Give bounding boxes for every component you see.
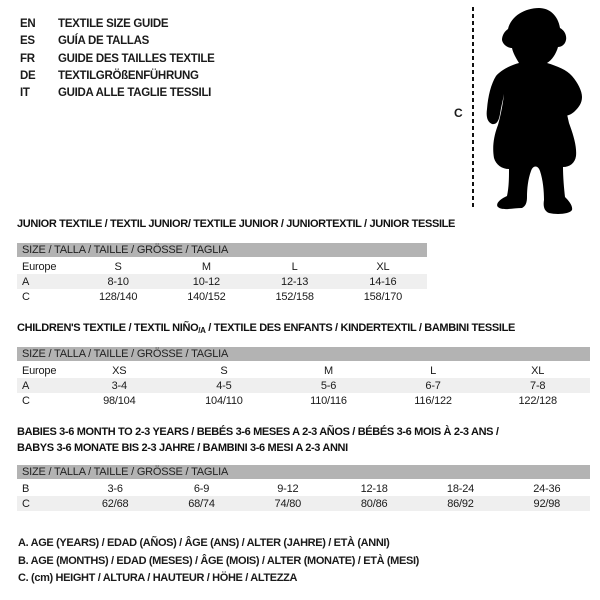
cell: XL bbox=[376, 260, 390, 273]
cell: 6-7 bbox=[425, 379, 441, 392]
language-title: TEXTILE SIZE GUIDE bbox=[58, 18, 169, 30]
cell: 158/170 bbox=[363, 290, 403, 303]
children-size-table: SIZE / TALLA / TAILLE / GRÖSSE / TAGLIA … bbox=[17, 347, 590, 408]
table-row: A 3-4 4-5 5-6 6-7 7-8 bbox=[17, 378, 590, 393]
language-title: GUIDA ALLE TAGLIE TESSILI bbox=[58, 87, 212, 100]
cell: 8-10 bbox=[107, 275, 129, 288]
language-row: EN TEXTILE SIZE GUIDE bbox=[20, 16, 215, 33]
language-row: IT GUIDA ALLE TAGLIE TESSILI bbox=[20, 85, 215, 102]
cell: 3-6 bbox=[107, 482, 124, 495]
cell: 3-4 bbox=[111, 379, 128, 392]
footnote-c: C. (cm) HEIGHT / ALTURA / HAUTEUR / HÖHE… bbox=[18, 572, 298, 584]
footnotes: A. AGE (YEARS) / EDAD (AÑOS) / ÂGE (ANS)… bbox=[18, 535, 419, 588]
table-row: B 3-6 6-9 9-12 12-18 18-24 24-36 bbox=[17, 480, 590, 496]
language-code: IT bbox=[20, 87, 30, 100]
title-subscript: /A bbox=[198, 326, 206, 335]
language-code: ES bbox=[20, 35, 35, 48]
language-list: EN TEXTILE SIZE GUIDE ES GUÍA DE TALLAS FR… bbox=[20, 16, 215, 102]
row-label: C bbox=[22, 497, 30, 510]
cell: M bbox=[201, 260, 211, 273]
row-label: C bbox=[22, 290, 30, 303]
cell: 24-36 bbox=[533, 482, 561, 495]
height-measure-dashed-line bbox=[472, 7, 474, 208]
junior-table-title: JUNIOR TEXTILE / TEXTIL JUNIOR/ TEXTILE … bbox=[17, 218, 456, 230]
table-row: Europe S M L XL bbox=[17, 258, 427, 274]
children-table-title: CHILDREN'S TEXTILE / TEXTIL NIÑO/A / TEX… bbox=[17, 320, 515, 339]
cell: 86/92 bbox=[447, 497, 474, 510]
title-line: BABYS 3-6 MONATE BIS 2-3 JAHRE / BAMBINI… bbox=[17, 442, 348, 454]
cell: 4-5 bbox=[216, 379, 232, 392]
language-title: GUIDE DES TAILLES TEXTILE bbox=[58, 52, 215, 65]
babies-table-title: BABIES 3-6 MONTH TO 2-3 YEARS / BEBÉS 3-… bbox=[17, 424, 499, 456]
language-code: DE bbox=[20, 69, 36, 82]
baby-silhouette-icon bbox=[486, 8, 582, 214]
cell: 12-13 bbox=[281, 275, 309, 288]
cell: 128/140 bbox=[98, 290, 138, 303]
row-label: A bbox=[22, 379, 30, 392]
footnote-a: A. AGE (YEARS) / EDAD (AÑOS) / ÂGE (ANS)… bbox=[18, 537, 390, 549]
cell: 9-12 bbox=[277, 482, 299, 495]
table-row: Europe XS S M L XL bbox=[17, 362, 590, 378]
babies-size-table: SIZE / TALLA / TAILLE / GRÖSSE / TAGLIA … bbox=[17, 465, 590, 511]
language-code: FR bbox=[20, 52, 35, 65]
size-header-bar: SIZE / TALLA / TAILLE / GRÖSSE / TAGLIA bbox=[17, 243, 427, 259]
cell: 98/104 bbox=[103, 394, 136, 407]
cell: 152/158 bbox=[275, 290, 314, 303]
junior-size-table: SIZE / TALLA / TAILLE / GRÖSSE / TAGLIA … bbox=[17, 243, 427, 304]
row-label: C bbox=[22, 394, 30, 407]
cell: XL bbox=[531, 364, 545, 377]
footnote-b: B. AGE (MONTHS) / EDAD (MESES) / ÂGE (MO… bbox=[18, 554, 419, 567]
cell: 7-8 bbox=[530, 379, 546, 392]
cell: 62/68 bbox=[101, 497, 129, 510]
table-row: C 128/140 140/152 152/158 158/170 bbox=[17, 289, 427, 304]
row-label: B bbox=[22, 482, 30, 495]
cell: XS bbox=[112, 364, 127, 377]
row-label: A bbox=[22, 275, 30, 288]
language-row: DE TEXTILGRÖßENFÜHRUNG bbox=[20, 68, 215, 85]
cell: 14-16 bbox=[369, 275, 397, 288]
title-line: BABIES 3-6 MONTH TO 2-3 YEARS / BEBÉS 3-… bbox=[17, 426, 499, 438]
table-row: C 62/68 68/74 74/80 80/86 86/92 92/98 bbox=[17, 496, 590, 511]
language-row: FR GUIDE DES TAILLES TEXTILE bbox=[20, 51, 215, 68]
cell: L bbox=[430, 364, 437, 377]
title-text: / TEXTILE DES ENFANTS / KINDERTEXTIL / B… bbox=[205, 322, 515, 334]
size-header-bar: SIZE / TALLA / TAILLE / GRÖSSE / TAGLIA bbox=[17, 347, 590, 363]
table-row: A 8-10 10-12 12-13 14-16 bbox=[17, 274, 427, 289]
cell: M bbox=[324, 364, 333, 377]
cell: 74/80 bbox=[274, 497, 302, 510]
cell: 68/74 bbox=[188, 497, 215, 510]
cell: 18-24 bbox=[446, 482, 475, 495]
cell: 80/86 bbox=[360, 497, 388, 510]
language-title: GUÍA DE TALLAS bbox=[58, 35, 149, 48]
cell: 92/98 bbox=[533, 497, 561, 510]
cell: 10-12 bbox=[192, 275, 220, 288]
height-measure-label: C bbox=[454, 106, 463, 120]
row-label: Europe bbox=[22, 364, 57, 377]
cell: 6-9 bbox=[193, 482, 210, 495]
language-row: ES GUÍA DE TALLAS bbox=[20, 33, 215, 50]
cell: 110/116 bbox=[310, 394, 347, 407]
cell: 116/122 bbox=[414, 394, 452, 407]
cell: S bbox=[114, 260, 122, 273]
cell: 140/152 bbox=[187, 290, 226, 303]
cell: 5-6 bbox=[320, 379, 337, 392]
row-label: Europe bbox=[22, 260, 57, 273]
cell: 104/110 bbox=[205, 394, 243, 407]
language-title: TEXTILGRÖßENFÜHRUNG bbox=[58, 69, 199, 82]
cell: L bbox=[291, 260, 298, 273]
language-code: EN bbox=[20, 18, 36, 30]
cell: S bbox=[220, 364, 228, 377]
table-row: C 98/104 104/110 110/116 116/122 122/128 bbox=[17, 393, 590, 408]
cell: 122/128 bbox=[518, 394, 558, 407]
size-header-bar: SIZE / TALLA / TAILLE / GRÖSSE / TAGLIA bbox=[17, 465, 590, 481]
cell: 12-18 bbox=[360, 482, 388, 495]
title-text: CHILDREN'S TEXTILE / TEXTIL NIÑO bbox=[17, 322, 199, 334]
